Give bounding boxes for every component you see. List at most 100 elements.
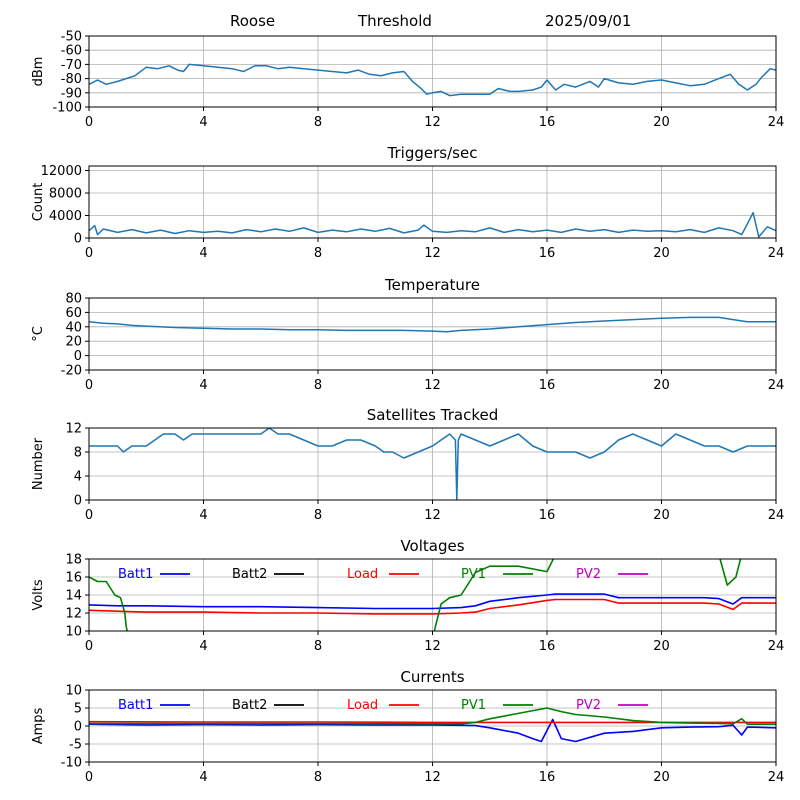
x-tick-label: 20 (653, 115, 670, 130)
y-tick-label: -80 (61, 72, 82, 87)
y-tick-label: 80 (65, 292, 82, 307)
x-tick-label: 12 (424, 378, 441, 393)
panel-title: Satellites Tracked (367, 406, 498, 424)
y-tick-label: 18 (65, 553, 82, 568)
panel-satellites: 0 4 8 12 16 20 24 0 4 8 12 Satellites Tracked Number (31, 406, 784, 523)
y-tick-label: 10 (65, 684, 82, 699)
series-line-temperature (89, 316, 776, 333)
panel-voltages: 0 4 8 12 16 20 24 10 12 14 16 18 Voltages Volts Batt1 B… (31, 537, 784, 654)
y-axis-label: Volts (31, 579, 46, 611)
legend-label-batt1: Batt1 (118, 698, 153, 713)
legend-label-batt2: Batt2 (232, 567, 267, 582)
series-line-signal (89, 63, 776, 97)
panel-triggers: 0 4 8 12 16 20 24 0 4000 8000 12000 Triggers/sec Cou… (31, 144, 784, 261)
y-tick-label: -100 (52, 101, 82, 116)
x-tick-label: 0 (85, 639, 93, 654)
y-tick-label: 8000 (49, 187, 82, 202)
series-line-pv1 (89, 707, 776, 726)
x-tick-label: 24 (768, 115, 785, 130)
x-tick-label: 4 (199, 115, 207, 130)
x-tick-label: 24 (768, 770, 785, 785)
x-tick-label: 0 (85, 246, 93, 261)
x-tick-label: 16 (539, 246, 556, 261)
y-tick-label: 0 (74, 720, 82, 735)
x-tick-label: 0 (85, 770, 93, 785)
y-tick-label: 12 (65, 607, 82, 622)
y-axis-label: Amps (31, 707, 46, 744)
x-tick-label: 16 (539, 639, 556, 654)
legend-label-batt1: Batt1 (118, 567, 153, 582)
x-tick-label: 8 (314, 246, 322, 261)
series-line-load (89, 598, 776, 615)
y-tick-label: 0 (74, 232, 82, 247)
y-axis-label: Count (31, 183, 46, 222)
legend-label-load: Load (347, 698, 378, 713)
y-tick-label: 60 (65, 306, 82, 321)
legend-label-batt2: Batt2 (232, 698, 267, 713)
panel-signal: 0 4 8 12 16 20 24 -100-90-80-70-60-50 dBm (31, 30, 784, 131)
x-tick-label: 8 (314, 378, 322, 393)
x-tick-label: 8 (314, 639, 322, 654)
x-tick-label: 20 (653, 770, 670, 785)
legend-label-pv2: PV2 (576, 567, 601, 582)
x-tick-label: 0 (85, 115, 93, 130)
x-tick-label: 4 (199, 508, 207, 523)
x-tick-label: 4 (199, 246, 207, 261)
y-tick-label: 12000 (41, 164, 82, 179)
series-line-batt1 (89, 593, 776, 610)
y-tick-label: -10 (61, 756, 82, 771)
station-name: Roose (230, 12, 275, 30)
x-tick-label: 4 (199, 378, 207, 393)
x-tick-label: 4 (199, 639, 207, 654)
x-tick-label: 24 (768, 639, 785, 654)
x-tick-label: 20 (653, 639, 670, 654)
y-tick-label: 0 (74, 349, 82, 364)
y-axis-label: Number (31, 437, 46, 490)
x-tick-label: 16 (539, 378, 556, 393)
y-tick-label: 14 (65, 589, 82, 604)
x-tick-label: 16 (539, 770, 556, 785)
x-tick-label: 4 (199, 770, 207, 785)
x-tick-label: 16 (539, 508, 556, 523)
y-tick-label: -50 (61, 30, 82, 45)
x-tick-label: 20 (653, 378, 670, 393)
x-tick-label: 20 (653, 508, 670, 523)
series-line-satellites (89, 428, 776, 500)
panel-currents: 0 4 8 12 16 20 24 -10 -5 0 5 10 Currents Amps Batt1 Bat… (31, 668, 784, 785)
x-tick-label: 8 (314, 770, 322, 785)
y-tick-label: 16 (65, 571, 82, 586)
panel-title: Temperature (384, 276, 480, 294)
series-line-triggers (89, 211, 776, 238)
y-tick-label: 4000 (49, 209, 82, 224)
legend-label-pv2: PV2 (576, 698, 601, 713)
x-tick-label: 12 (424, 115, 441, 130)
y-tick-label: 0 (74, 494, 82, 509)
figure-header: Roose Threshold 2025/09/01 (230, 12, 631, 30)
x-tick-label: 16 (539, 115, 556, 130)
x-tick-label: 12 (424, 246, 441, 261)
x-tick-label: 12 (424, 770, 441, 785)
y-tick-label: 12 (65, 422, 82, 437)
y-tick-label: 20 (65, 335, 82, 350)
y-tick-label: -60 (61, 44, 82, 59)
y-tick-label: -90 (61, 86, 82, 101)
x-tick-label: 24 (768, 246, 785, 261)
y-tick-label: 8 (74, 446, 82, 461)
y-tick-label: 10 (65, 625, 82, 640)
y-axis-label: °C (31, 326, 46, 342)
y-tick-label: 40 (65, 320, 82, 335)
x-tick-label: 24 (768, 508, 785, 523)
legend-label-pv1: PV1 (461, 567, 486, 582)
x-tick-label: 8 (314, 508, 322, 523)
mode-label: Threshold (357, 12, 432, 30)
y-tick-label: 5 (74, 702, 82, 717)
x-tick-label: 0 (85, 508, 93, 523)
x-tick-label: 20 (653, 246, 670, 261)
panel-title: Currents (400, 668, 464, 686)
y-axis-label: dBm (31, 57, 46, 87)
y-tick-label: -20 (61, 364, 82, 379)
series-line-batt1 (89, 718, 776, 743)
y-tick-label: -5 (69, 738, 82, 753)
y-tick-label: -70 (61, 58, 82, 73)
